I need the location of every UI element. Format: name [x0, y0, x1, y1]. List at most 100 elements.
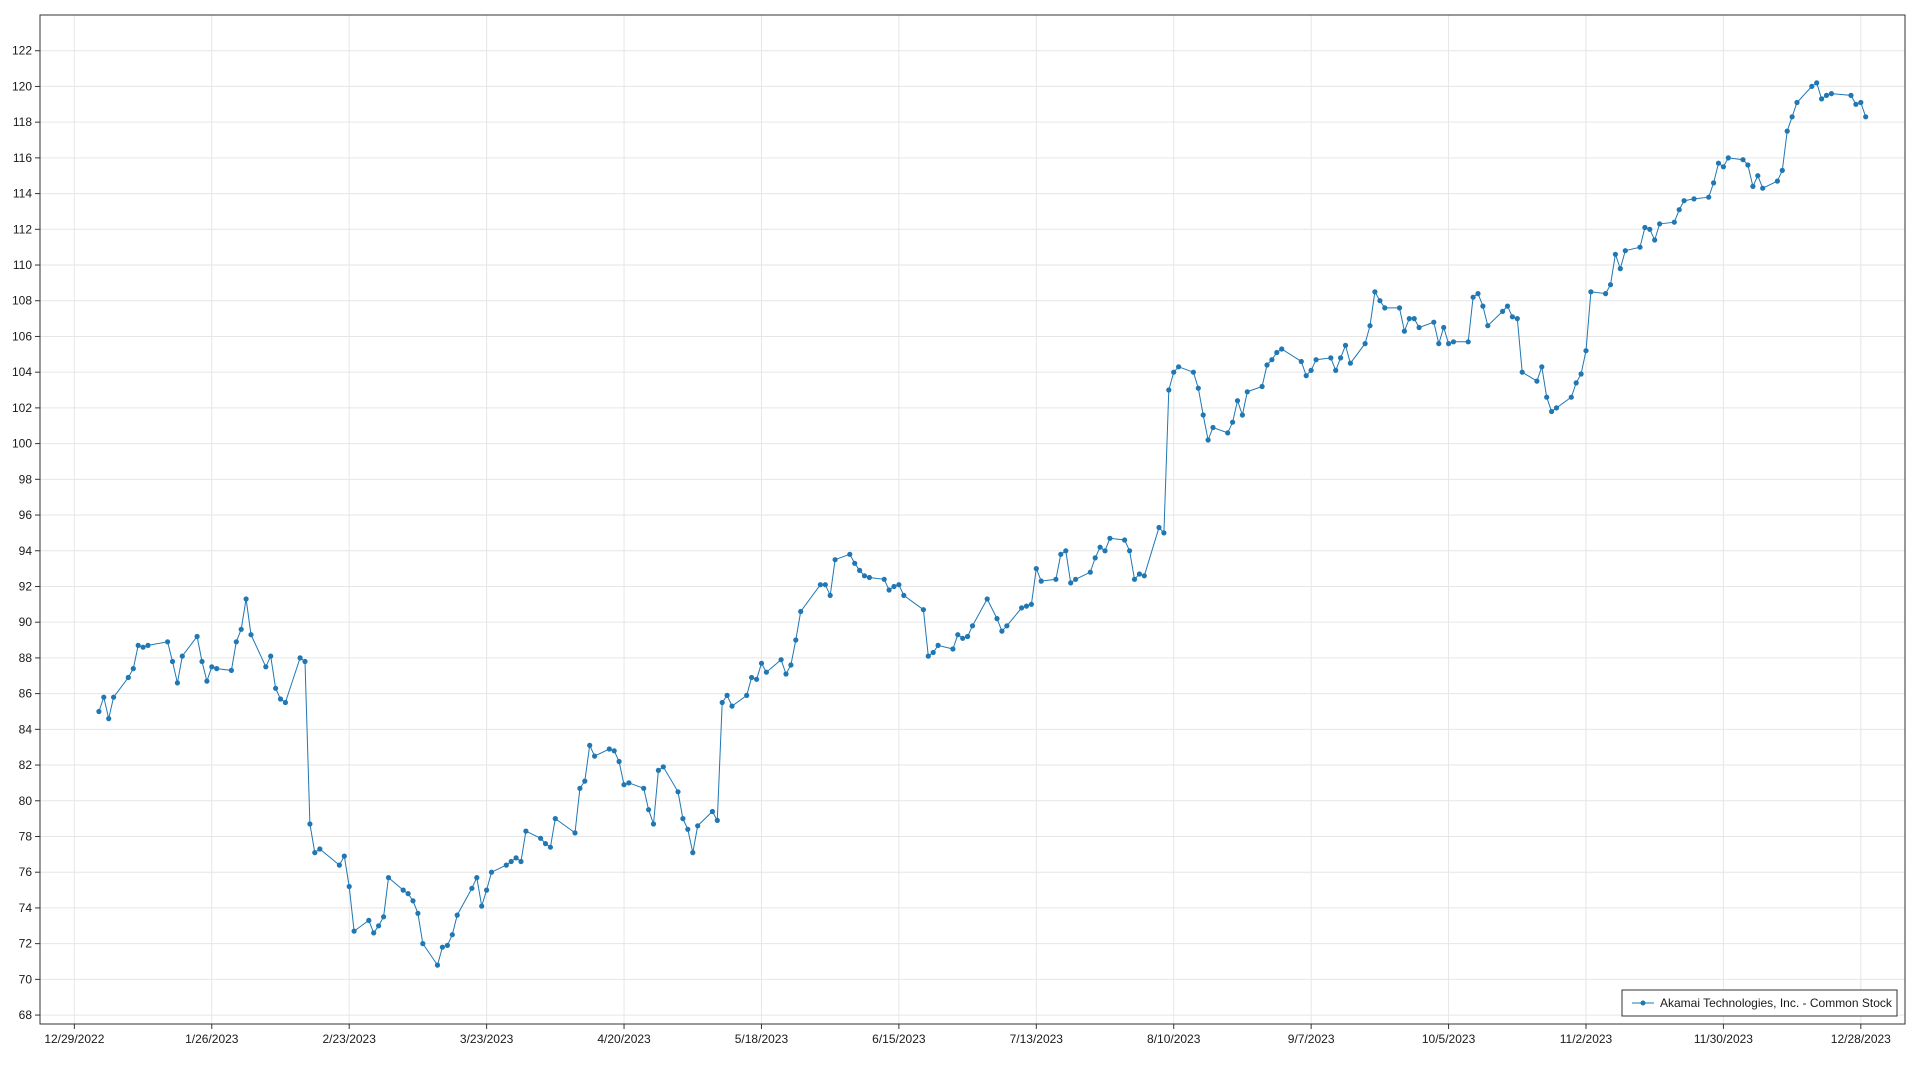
data-point [827, 592, 833, 599]
data-point [925, 653, 931, 659]
data-point [1676, 207, 1682, 213]
data-point [621, 782, 627, 788]
data-point [866, 574, 873, 581]
data-point [1382, 305, 1388, 311]
data-point [179, 653, 185, 659]
data-point [1465, 339, 1471, 345]
data-point [1303, 373, 1309, 379]
x-tick-label: 8/10/2023 [1147, 1032, 1201, 1046]
data-point [1092, 555, 1098, 561]
data-point [881, 576, 887, 582]
data-point [1544, 394, 1550, 400]
data-point [1131, 576, 1138, 582]
data-point [248, 632, 254, 638]
data-point [1259, 383, 1265, 390]
series-line [98, 82, 1867, 967]
data-point [1612, 251, 1618, 257]
y-tick-label: 96 [19, 508, 33, 522]
data-point [336, 862, 342, 868]
x-tick-label: 6/15/2023 [872, 1032, 926, 1046]
data-point [1691, 196, 1697, 202]
data-point [783, 671, 789, 677]
data-point [1853, 101, 1859, 107]
data-point [788, 662, 794, 668]
data-point [346, 883, 352, 890]
data-point [1858, 99, 1864, 106]
data-point [1446, 341, 1452, 347]
data-point [439, 944, 445, 950]
data-point [1269, 357, 1275, 363]
data-point [714, 817, 720, 824]
data-point [243, 596, 249, 602]
data-point [572, 830, 578, 836]
data-point [886, 587, 892, 593]
y-tick-label: 86 [19, 687, 33, 701]
data-point [444, 942, 450, 949]
data-point [675, 789, 681, 795]
data-point [474, 875, 480, 881]
data-point [238, 626, 244, 632]
data-point [577, 785, 583, 791]
data-point [1480, 303, 1486, 309]
data-point [1578, 371, 1584, 377]
y-tick-label: 72 [19, 937, 33, 951]
data-point [1647, 226, 1653, 232]
data-point [317, 846, 323, 852]
data-point [1019, 605, 1025, 611]
y-tick-label: 68 [19, 1008, 33, 1022]
data-point [1200, 412, 1206, 418]
data-point [1097, 544, 1103, 550]
y-tick-label: 112 [13, 222, 32, 236]
data-point [994, 616, 1000, 622]
data-point [542, 841, 549, 847]
data-point [1573, 380, 1579, 386]
x-tick-label: 11/2/2023 [1560, 1032, 1613, 1046]
data-point [650, 821, 657, 827]
data-point [1642, 224, 1648, 231]
y-tick-label: 120 [12, 79, 32, 93]
data-point [273, 685, 279, 691]
data-point [1401, 328, 1407, 334]
data-point [709, 808, 716, 815]
data-point [754, 676, 760, 682]
data-point [1720, 164, 1726, 170]
data-point [145, 642, 151, 649]
x-tick-label: 7/13/2023 [1010, 1032, 1064, 1046]
data-point [1274, 349, 1280, 356]
data-point [1171, 369, 1177, 375]
data-point [896, 582, 902, 588]
data-point [341, 853, 347, 859]
data-point [891, 583, 897, 590]
data-point [1141, 573, 1147, 579]
data-point [376, 923, 382, 929]
data-point [1774, 178, 1780, 184]
data-point [1519, 369, 1525, 375]
y-tick-label: 108 [12, 294, 32, 308]
x-tick-label: 12/29/2022 [44, 1032, 104, 1046]
data-point [965, 633, 971, 640]
data-point [1166, 387, 1172, 393]
data-point [479, 903, 485, 909]
data-point [901, 592, 907, 599]
data-point [518, 858, 524, 865]
data-point [106, 716, 112, 722]
data-point [1338, 355, 1344, 361]
data-point [1534, 378, 1540, 384]
data-point [1622, 248, 1628, 254]
plot-area-frame [39, 14, 1906, 1025]
data-point [1657, 221, 1663, 227]
data-point [606, 746, 612, 752]
data-point [1127, 548, 1133, 554]
data-point [140, 644, 146, 650]
data-point [920, 607, 927, 613]
data-point [1588, 289, 1594, 295]
y-tick-label: 104 [12, 365, 32, 379]
data-point [366, 917, 372, 924]
data-point [1063, 548, 1069, 554]
data-point [405, 891, 411, 897]
data-point [1136, 571, 1142, 577]
data-point [263, 664, 269, 670]
data-point [729, 703, 735, 709]
data-point [1333, 367, 1339, 373]
